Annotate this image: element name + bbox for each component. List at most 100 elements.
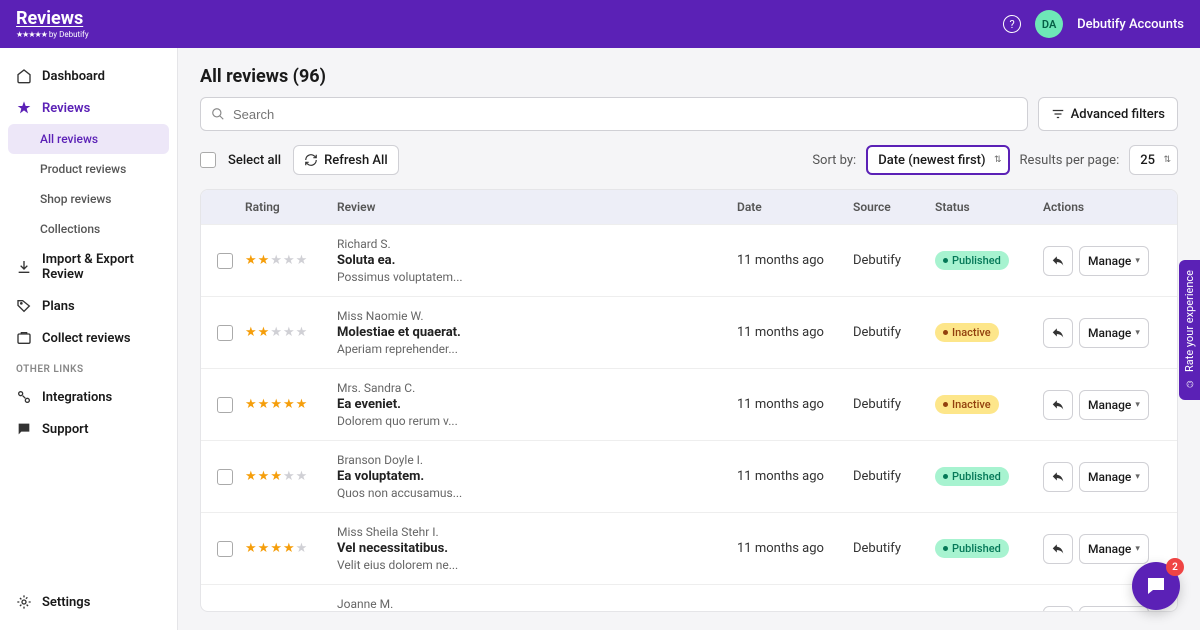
sidebar-sub-collections[interactable]: Collections [0, 214, 177, 244]
download-icon [16, 259, 32, 275]
manage-button[interactable]: Manage [1079, 318, 1149, 348]
star-icon: ★ [270, 253, 282, 268]
col-header-source: Source [853, 200, 935, 214]
search-box[interactable] [200, 97, 1028, 131]
refresh-all-button[interactable]: Refresh All [293, 145, 399, 175]
review-excerpt: Dolorem quo rerum v... [337, 414, 727, 428]
row-checkbox[interactable] [217, 397, 233, 413]
sidebar-item-reviews[interactable]: Reviews [0, 92, 177, 124]
star-icon: ★ [270, 325, 282, 340]
logo-subtitle: ★★★★★ by Debutify [16, 30, 89, 39]
review-title: Vel necessitatibus. [337, 541, 727, 556]
sidebar-item-dashboard[interactable]: Dashboard [0, 60, 177, 92]
rating-stars: ★★★★★ [245, 469, 337, 484]
star-icon: ★ [283, 397, 295, 412]
logo: Reviews ★★★★★ by Debutify [16, 10, 89, 39]
sidebar-item-plans[interactable]: Plans [0, 290, 177, 322]
review-date: 11 months ago [737, 469, 824, 484]
chat-badge: 2 [1166, 558, 1184, 576]
star-icon: ★ [270, 541, 282, 556]
sidebar: Dashboard Reviews All reviews Product re… [0, 48, 178, 630]
select-all-checkbox[interactable] [200, 152, 216, 168]
review-excerpt: Quos non accusamus... [337, 486, 727, 500]
sort-by-label: Sort by: [812, 153, 856, 168]
sidebar-item-integrations[interactable]: Integrations [0, 381, 177, 413]
status-badge: Inactive [935, 395, 999, 414]
filter-icon [1051, 107, 1065, 121]
smile-icon: ☺ [1183, 378, 1196, 390]
manage-button[interactable]: Manage [1079, 606, 1149, 613]
star-icon: ★ [258, 325, 270, 340]
gear-icon [16, 594, 32, 610]
star-icon: ★ [296, 469, 308, 484]
tag-icon [16, 298, 32, 314]
sidebar-item-settings[interactable]: Settings [0, 586, 177, 618]
table-row: ★★★★★ Miss Sheila Stehr I. Vel necessita… [201, 512, 1177, 584]
col-header-actions: Actions [1043, 200, 1161, 214]
star-icon [16, 100, 32, 116]
star-icon: ★ [270, 469, 282, 484]
manage-button[interactable]: Manage [1079, 246, 1149, 276]
per-page-select[interactable]: 25 [1129, 145, 1178, 175]
star-icon: ★ [296, 325, 308, 340]
rating-stars: ★★★★★ [245, 541, 337, 556]
star-icon: ★ [245, 253, 257, 268]
review-author: Miss Naomie W. [337, 309, 727, 323]
chat-fab[interactable]: 2 [1132, 562, 1180, 610]
sidebar-item-collect-reviews[interactable]: Collect reviews [0, 322, 177, 354]
star-icon: ★ [283, 325, 295, 340]
page-title: All reviews (96) [200, 66, 1178, 87]
col-header-date: Date [737, 200, 853, 214]
reply-button[interactable] [1043, 534, 1073, 564]
review-author: Miss Sheila Stehr I. [337, 525, 727, 539]
table-row: ★★★★★ Branson Doyle I. Ea voluptatem. Qu… [201, 440, 1177, 512]
home-icon [16, 68, 32, 84]
avatar[interactable]: DA [1035, 10, 1063, 38]
search-input[interactable] [233, 107, 1017, 122]
row-checkbox[interactable] [217, 541, 233, 557]
star-icon: ★ [283, 253, 295, 268]
sidebar-section-other: OTHER LINKS [0, 354, 177, 381]
star-icon: ★ [270, 397, 282, 412]
row-checkbox[interactable] [217, 253, 233, 269]
col-header-rating: Rating [245, 200, 337, 214]
review-excerpt: Velit eius dolorem ne... [337, 558, 727, 572]
rate-experience-tab[interactable]: ☺ Rate your experience [1179, 260, 1200, 400]
review-author: Richard S. [337, 237, 727, 251]
review-date: 11 months ago [737, 253, 824, 268]
review-excerpt: Aperiam reprehender... [337, 342, 727, 356]
status-badge: Inactive [935, 323, 999, 342]
reply-button[interactable] [1043, 606, 1073, 613]
user-name[interactable]: Debutify Accounts [1077, 17, 1184, 32]
reply-button[interactable] [1043, 318, 1073, 348]
manage-button[interactable]: Manage [1079, 534, 1149, 564]
app-header: Reviews ★★★★★ by Debutify ? DA Debutify … [0, 0, 1200, 48]
row-checkbox[interactable] [217, 325, 233, 341]
logo-title: Reviews [16, 10, 89, 28]
sidebar-sub-shop-reviews[interactable]: Shop reviews [0, 184, 177, 214]
review-title: Ea eveniet. [337, 397, 727, 412]
table-header: Rating Review Date Source Status Actions [201, 190, 1177, 224]
per-page-label: Results per page: [1020, 153, 1120, 168]
sidebar-sub-product-reviews[interactable]: Product reviews [0, 154, 177, 184]
reply-button[interactable] [1043, 462, 1073, 492]
manage-button[interactable]: Manage [1079, 462, 1149, 492]
reply-button[interactable] [1043, 246, 1073, 276]
review-source: Debutify [853, 469, 901, 484]
reply-button[interactable] [1043, 390, 1073, 420]
review-source: Debutify [853, 253, 901, 268]
sidebar-sub-all-reviews[interactable]: All reviews [8, 124, 169, 154]
sidebar-item-support[interactable]: Support [0, 413, 177, 445]
help-icon[interactable]: ? [1003, 15, 1021, 33]
row-checkbox[interactable] [217, 469, 233, 485]
advanced-filters-button[interactable]: Advanced filters [1038, 97, 1178, 131]
review-date: 11 months ago [737, 325, 824, 340]
sidebar-item-import-export[interactable]: Import & Export Review [0, 244, 177, 290]
table-row: ★★★★★ Joanne M. Nulla laboriosam. Volupt… [201, 584, 1177, 612]
status-badge: Published [935, 611, 1009, 612]
status-badge: Published [935, 251, 1009, 270]
review-title: Ea voluptatem. [337, 469, 727, 484]
integrations-icon [16, 389, 32, 405]
manage-button[interactable]: Manage [1079, 390, 1149, 420]
sort-select[interactable]: Date (newest first) [866, 145, 1009, 175]
